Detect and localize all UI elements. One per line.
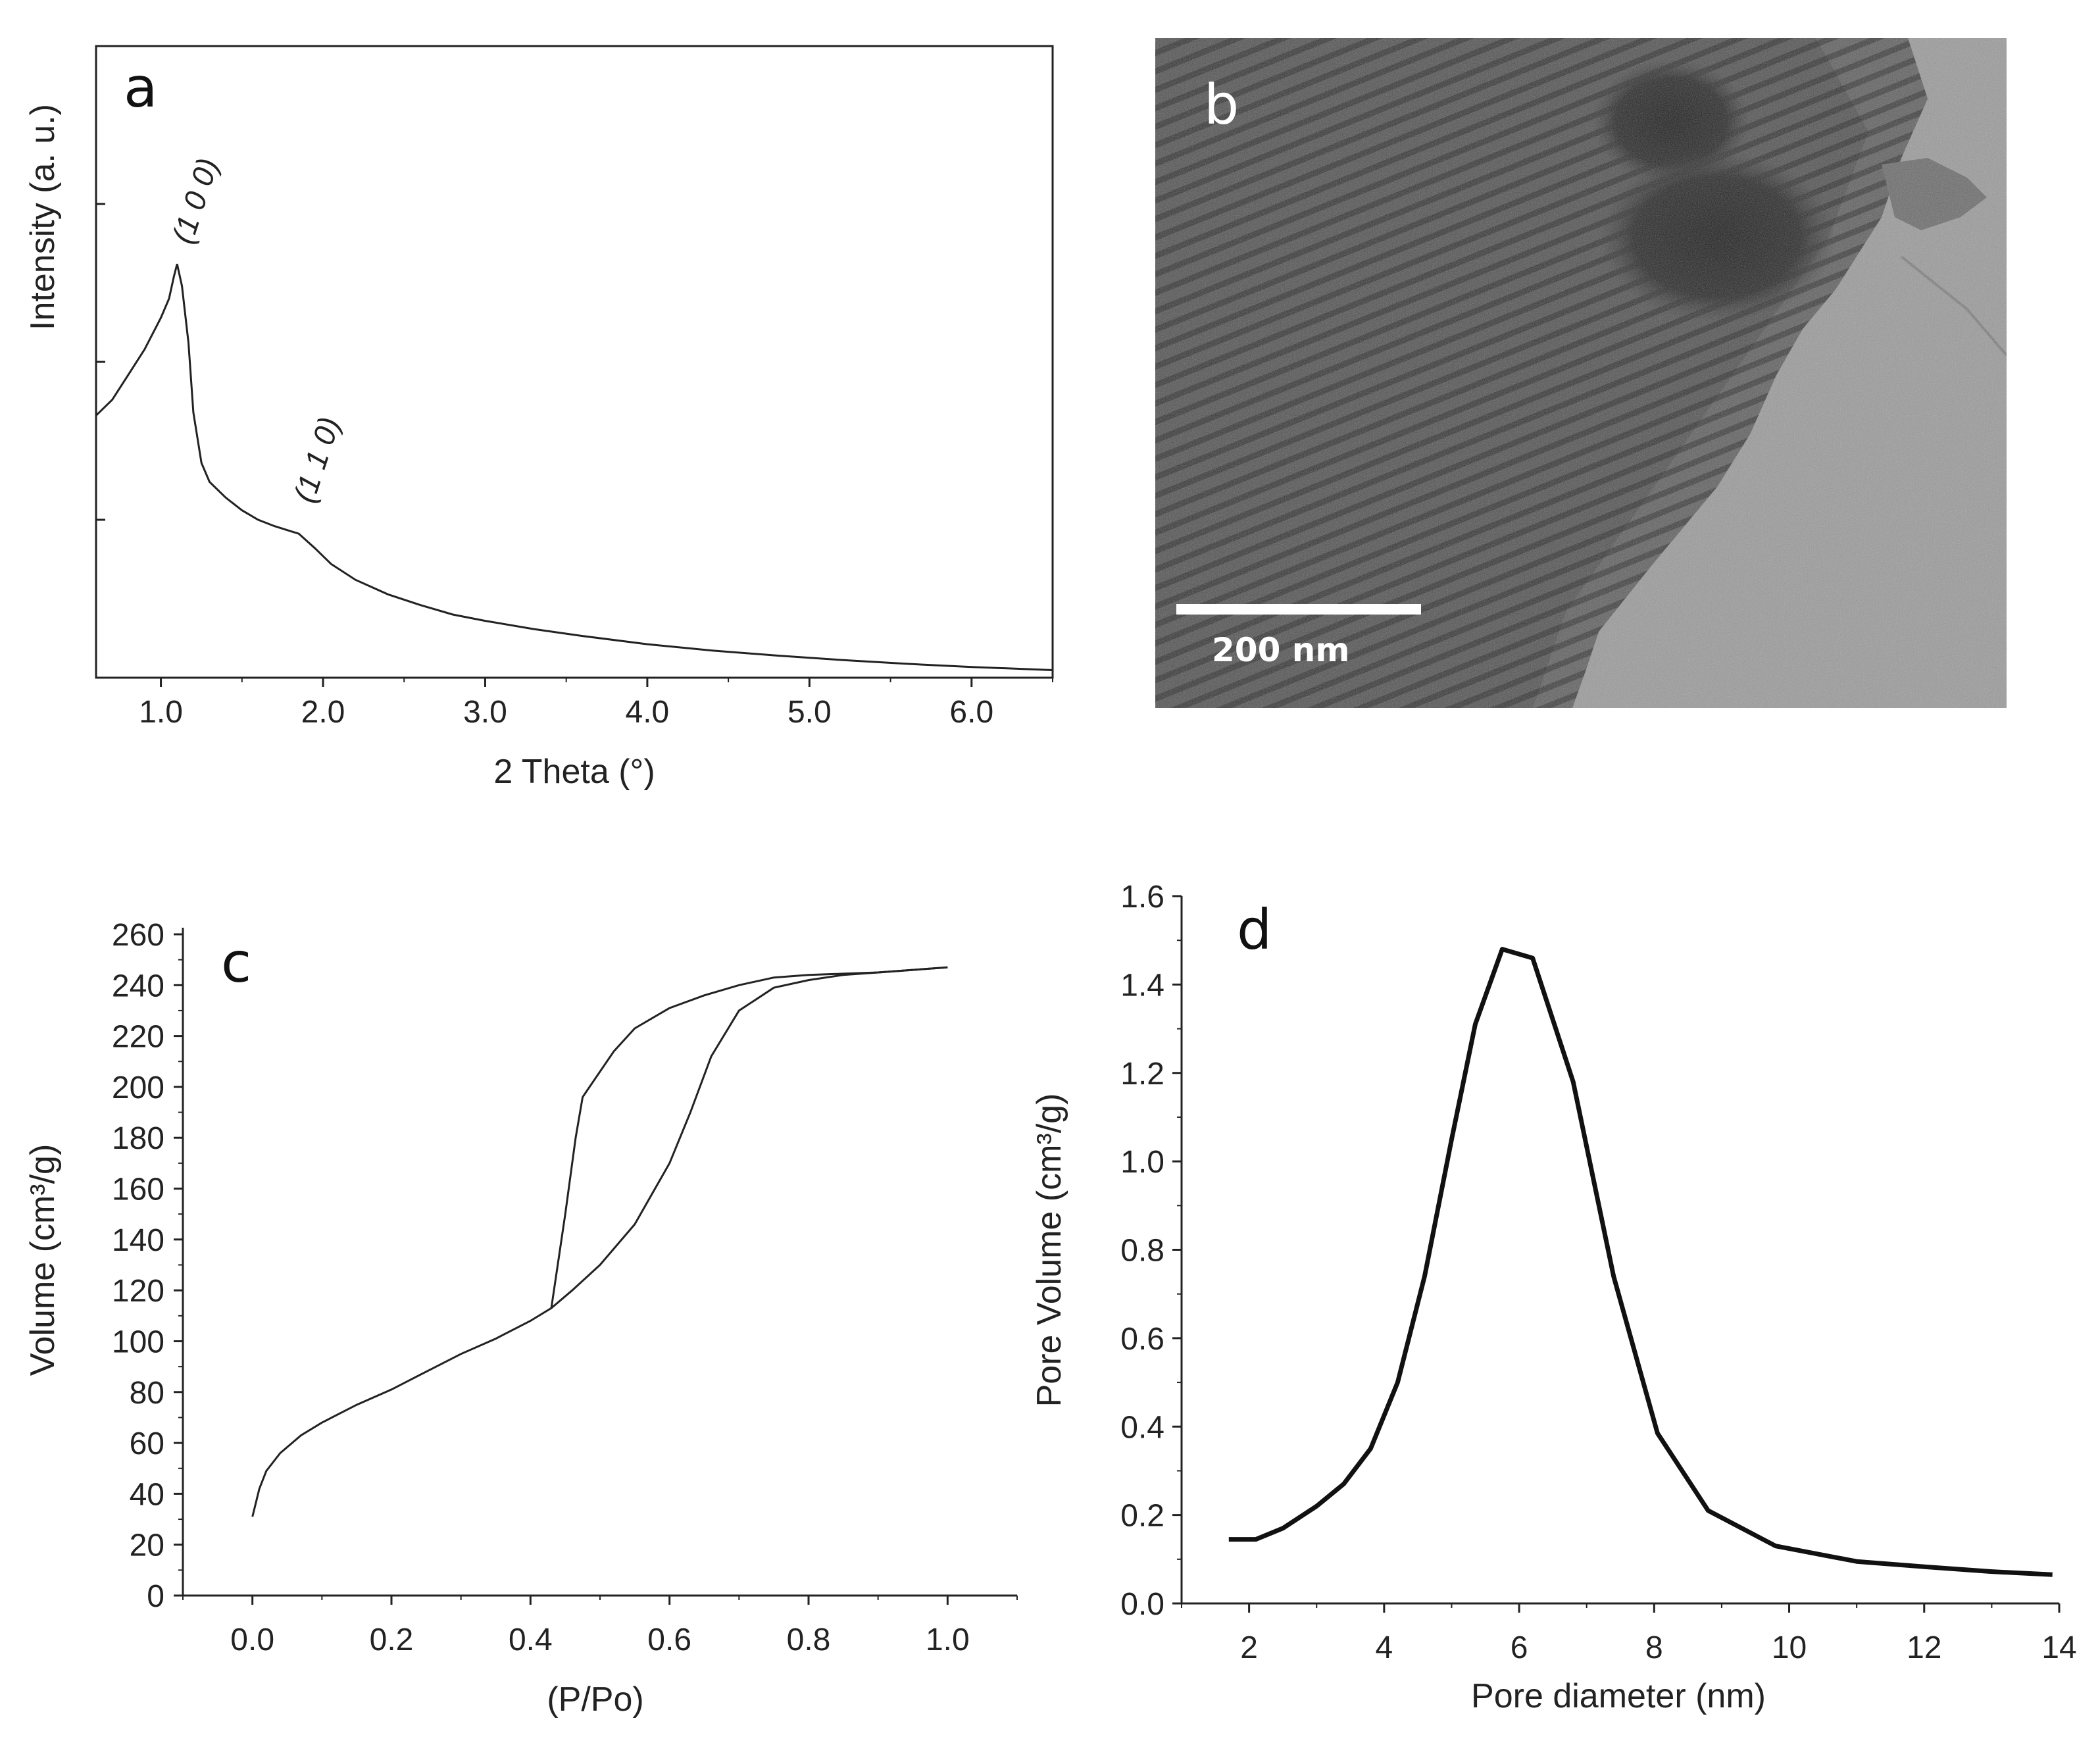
panel-b-scale-bar xyxy=(1176,604,1421,615)
panel-d-xlabel: Pore diameter (nm) xyxy=(1471,1677,1766,1715)
panel-a-peak-label: (1 1 0) xyxy=(287,413,347,507)
panel-c-y-tick-label: 0 xyxy=(147,1579,164,1614)
panel-b-scale-label: 200 nm xyxy=(1212,631,1349,669)
panel-c-xlabel: (P/Po) xyxy=(547,1680,643,1719)
panel-d-y-ticks: 0.0 0.2 0.4 0.6 0.8 1.0 1.2 1.4 1.6 xyxy=(1120,880,1182,1622)
panel-c-y-tick-label: 160 xyxy=(112,1172,164,1207)
panel-a-x-tick-label: 1.0 xyxy=(139,695,183,730)
panel-a-series-line xyxy=(95,263,1053,671)
panel-d-y-tick-label: 1.6 xyxy=(1120,880,1164,915)
panel-c-y-ticks: 0 20 40 60 80 100 120 140 160 180 200 220 240 260 xyxy=(112,918,183,1614)
panel-d-ylabel: Pore Volume (cm³/g) xyxy=(1030,1094,1068,1407)
panel-a-x-tick-label: 2.0 xyxy=(301,695,345,730)
panel-d-y-tick-label: 0.4 xyxy=(1120,1410,1164,1445)
panel-c-y-tick-label: 80 xyxy=(130,1376,164,1411)
panel-b: 200 nm b xyxy=(1155,38,2007,708)
panel-d-x-tick-label: 2 xyxy=(1240,1630,1258,1665)
panel-a-annotations: (1 0 0) (1 1 0) xyxy=(165,154,346,507)
panel-d-y-tick-label: 0.6 xyxy=(1120,1322,1164,1357)
panel-d: d 2 4 6 8 10 12 14 0.0 0.2 0.4 0.6 0.8 1.0 1.2 1.4 1.6… xyxy=(1030,880,2077,1715)
panel-c-y-tick-label: 60 xyxy=(130,1426,164,1461)
panel-d-letter: d xyxy=(1237,897,1272,962)
panel-d-y-tick-label: 1.0 xyxy=(1120,1145,1164,1180)
panel-a-x-tick-label: 3.0 xyxy=(463,695,507,730)
panel-a-x-ticks: 1.0 2.0 3.0 4.0 5.0 6.0 xyxy=(139,678,1053,730)
panel-d-x-tick-label: 8 xyxy=(1645,1630,1663,1665)
panel-d-y-tick-label: 0.2 xyxy=(1120,1499,1164,1534)
panel-a-frame xyxy=(95,45,1054,679)
panel-d-x-tick-label: 6 xyxy=(1511,1630,1528,1665)
panel-a-x-tick-label: 6.0 xyxy=(949,695,993,730)
panel-c-y-tick-label: 140 xyxy=(112,1223,164,1258)
panel-a-xlabel: 2 Theta (°) xyxy=(493,753,655,791)
panel-d-x-ticks: 2 4 6 8 10 12 14 xyxy=(1181,1603,2077,1665)
panel-a-y-ticks xyxy=(96,45,105,679)
panel-c-x-ticks: 0.0 0.2 0.4 0.6 0.8 1.0 xyxy=(182,1596,1018,1657)
panel-a-x-tick-label: 5.0 xyxy=(788,695,832,730)
panel-a-letter: a xyxy=(124,55,157,120)
panel-d-x-tick-label: 4 xyxy=(1375,1630,1393,1665)
panel-d-x-tick-label: 12 xyxy=(1907,1630,1941,1665)
panel-b-letter: b xyxy=(1204,72,1239,137)
panel-c-letter: c xyxy=(221,930,251,995)
panel-c-x-tick-label: 0.6 xyxy=(647,1623,691,1657)
panel-c-ylabel: Volume (cm³/g) xyxy=(24,1144,62,1376)
panel-a: a 1.0 2.0 3.0 4.0 5.0 6.0 (1 0 0) (1 1 0) 2 Th… xyxy=(24,45,1054,791)
panel-d-y-tick-label: 1.2 xyxy=(1120,1057,1164,1092)
panel-c-y-tick-label: 100 xyxy=(112,1324,164,1359)
panel-a-ylabel: Intensity (a. u.) xyxy=(24,104,62,330)
panel-c-y-tick-label: 260 xyxy=(112,918,164,953)
panel-c-x-tick-label: 1.0 xyxy=(926,1623,970,1657)
panel-b-grain xyxy=(1155,38,2007,708)
panel-c-y-tick-label: 180 xyxy=(112,1121,164,1156)
panel-c-y-tick-label: 220 xyxy=(112,1020,164,1055)
panel-c-desorption-line xyxy=(550,966,948,1309)
panel-c-y-tick-label: 20 xyxy=(130,1528,164,1563)
panel-d-series-line xyxy=(1228,947,2053,1577)
panel-c-y-tick-label: 200 xyxy=(112,1070,164,1105)
panel-d-y-tick-label: 1.4 xyxy=(1120,968,1164,1003)
panel-d-x-tick-label: 14 xyxy=(2041,1630,2076,1665)
panel-c: c 0.0 0.2 0.4 0.6 0.8 1.0 0 20 40 60 80 100 120 140 1… xyxy=(24,918,1018,1719)
panel-c-adsorption-line xyxy=(251,966,948,1517)
panel-a-peak-label: (1 0 0) xyxy=(165,154,225,248)
panel-c-x-tick-label: 0.0 xyxy=(230,1623,274,1657)
panel-c-x-tick-label: 0.2 xyxy=(370,1623,414,1657)
panel-c-y-tick-label: 120 xyxy=(112,1274,164,1309)
panel-c-y-tick-label: 40 xyxy=(130,1477,164,1512)
panel-d-x-tick-label: 10 xyxy=(1772,1630,1807,1665)
panel-c-y-tick-label: 240 xyxy=(112,969,164,1003)
panel-d-y-tick-label: 0.0 xyxy=(1120,1587,1164,1622)
panel-c-x-tick-label: 0.4 xyxy=(509,1623,553,1657)
panel-d-y-tick-label: 0.8 xyxy=(1120,1234,1164,1269)
panel-a-x-tick-label: 4.0 xyxy=(626,695,670,730)
panel-c-x-tick-label: 0.8 xyxy=(787,1623,831,1657)
